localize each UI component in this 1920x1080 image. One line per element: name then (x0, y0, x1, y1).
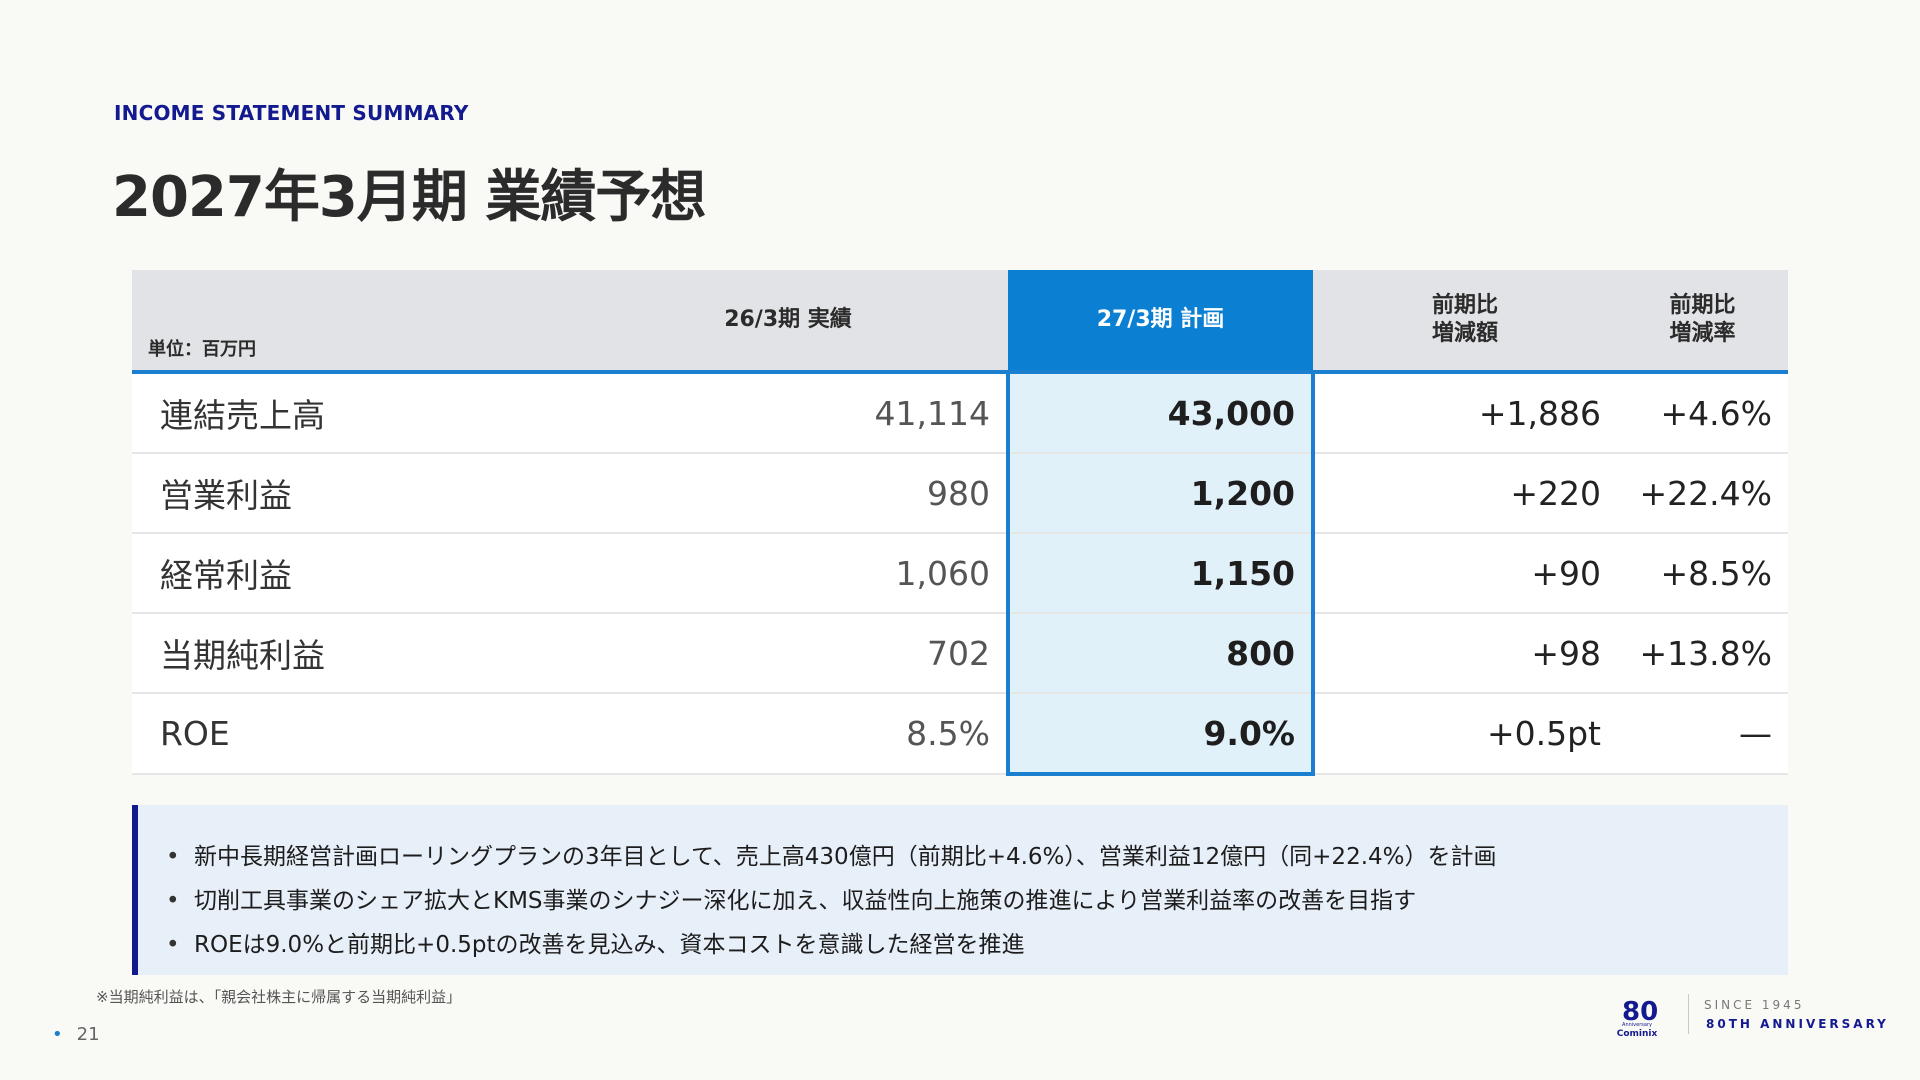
column-header-rate: 前期比 増減率 (1617, 270, 1788, 374)
rate-value: +22.4% (1617, 453, 1788, 534)
note-text: 新中長期経営計画ローリングプランの3年目として、売上高430億円（前期比+4.6… (194, 844, 1497, 870)
actual-value: 41,114 (568, 372, 1008, 454)
logo-number: 80 (1622, 997, 1658, 1027)
unit-label: 単位：百万円 (132, 270, 568, 374)
note-text: ROEは9.0%と前期比+0.5ptの改善を見込み、資本コストを意識した経営を推… (194, 932, 1025, 958)
anniversary-logo: 80 Anniversary Cominix (1617, 997, 1658, 1039)
actual-value: 702 (568, 613, 1008, 694)
list-item: • 切削工具事業のシェア拡大とKMS事業のシナジー深化に加え、収益性向上施策の推… (164, 879, 1788, 923)
plan-value: 43,000 (1006, 372, 1315, 454)
page-number: • 21 (52, 1024, 100, 1045)
table-row: 営業利益 980 1,200 +220 +22.4% (132, 453, 1788, 534)
bullet-icon: • (166, 888, 180, 914)
table-header-row: 単位：百万円 26/3期 実績 27/3期 計画 前期比 増減額 前期比 増減率 (132, 270, 1788, 374)
table-row: ROE 8.5% 9.0% +0.5pt — (132, 693, 1788, 776)
actual-value: 8.5% (568, 693, 1008, 775)
since-text: SINCE 1945 (1704, 998, 1805, 1012)
column-header-plan: 27/3期 計画 (1008, 270, 1313, 374)
bullet-icon: • (166, 844, 180, 870)
rate-value: +13.8% (1617, 613, 1788, 694)
diff-value: +1,886 (1313, 372, 1617, 454)
page-title: 2027年3月期 業績予想 (112, 165, 706, 230)
row-label: 連結売上高 (132, 372, 568, 454)
note-text: 切削工具事業のシェア拡大とKMS事業のシナジー深化に加え、収益性向上施策の推進に… (194, 888, 1417, 914)
rate-value: +4.6% (1617, 372, 1788, 454)
logo-sub: Anniversary (1622, 1022, 1652, 1028)
rate-value: +8.5% (1617, 533, 1788, 614)
table-row: 連結売上高 41,114 43,000 +1,886 +4.6% (132, 372, 1788, 454)
list-item: • 新中長期経営計画ローリングプランの3年目として、売上高430億円（前期比+4… (164, 835, 1788, 879)
diff-value: +220 (1313, 453, 1617, 534)
row-label: 当期純利益 (132, 613, 568, 694)
column-header-rate-line1: 前期比 (1669, 293, 1736, 318)
table-row: 経常利益 1,060 1,150 +90 +8.5% (132, 533, 1788, 614)
page-dot-icon: • (52, 1024, 63, 1045)
section-eyebrow: INCOME STATEMENT SUMMARY (114, 101, 469, 125)
actual-value: 980 (568, 453, 1008, 534)
column-header-actual-label: 26/3期 実績 (724, 307, 852, 332)
column-header-plan-label: 27/3期 計画 (1096, 307, 1225, 332)
rate-value: — (1617, 693, 1788, 775)
forecast-table-container: 単位：百万円 26/3期 実績 27/3期 計画 前期比 増減額 前期比 増減率 (132, 270, 1788, 776)
bullet-icon: • (166, 932, 180, 958)
notes-box: • 新中長期経営計画ローリングプランの3年目として、売上高430億円（前期比+4… (132, 805, 1788, 975)
row-label: 経常利益 (132, 533, 568, 614)
diff-value: +0.5pt (1313, 693, 1617, 775)
plan-value: 9.0% (1006, 693, 1315, 776)
table-row: 当期純利益 702 800 +98 +13.8% (132, 613, 1788, 694)
actual-value: 1,060 (568, 533, 1008, 614)
row-label: ROE (132, 693, 568, 775)
column-header-rate-line2: 増減率 (1669, 321, 1736, 346)
row-label: 営業利益 (132, 453, 568, 534)
forecast-table: 単位：百万円 26/3期 実績 27/3期 計画 前期比 増減額 前期比 増減率 (132, 270, 1788, 776)
logo-brand: Cominix (1617, 1029, 1658, 1039)
anniversary-text: 80TH ANNIVERSARY (1706, 1017, 1889, 1031)
plan-value: 1,150 (1006, 533, 1315, 614)
list-item: • ROEは9.0%と前期比+0.5ptの改善を見込み、資本コストを意識した経営… (164, 923, 1788, 967)
footnote: ※当期純利益は、「親会社株主に帰属する当期純利益」 (96, 988, 462, 1006)
column-header-actual: 26/3期 実績 (568, 270, 1008, 374)
column-header-diff: 前期比 増減額 (1313, 270, 1617, 374)
notes-list: • 新中長期経営計画ローリングプランの3年目として、売上高430億円（前期比+4… (164, 835, 1788, 967)
column-header-diff-line1: 前期比 (1431, 293, 1498, 318)
plan-value: 800 (1006, 613, 1315, 694)
column-header-diff-line2: 増減額 (1431, 321, 1498, 346)
footer-divider (1688, 994, 1689, 1034)
page-number-text: 21 (76, 1024, 100, 1045)
diff-value: +90 (1313, 533, 1617, 614)
diff-value: +98 (1313, 613, 1617, 694)
plan-value: 1,200 (1006, 453, 1315, 534)
